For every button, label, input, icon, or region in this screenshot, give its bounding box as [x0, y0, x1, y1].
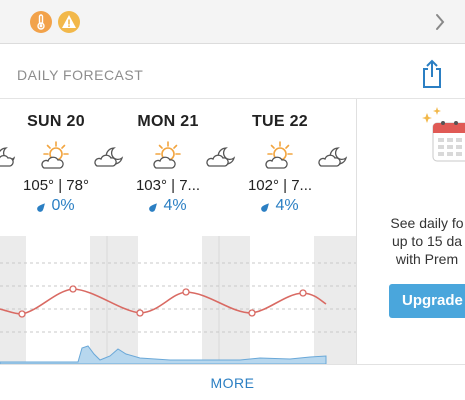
precip-area: [0, 345, 327, 364]
night-shade: [202, 236, 250, 364]
night-cloud-icon: [0, 147, 16, 167]
mostly-sunny-icon: [152, 141, 184, 176]
calendar-icon: [422, 107, 465, 162]
warning-icon[interactable]: [58, 11, 80, 33]
night-cloud-icon: [318, 147, 348, 167]
low-point: [248, 309, 256, 317]
low-point: [18, 310, 26, 318]
precip-value: 0%: [51, 197, 75, 214]
alerts-bar[interactable]: [0, 0, 465, 44]
forecast-area[interactable]: SUN 20 105° | 78° 0%: [0, 99, 356, 364]
column-divider: [356, 99, 357, 364]
upgrade-button[interactable]: Upgrade: [389, 284, 465, 318]
raindrop-icon: [261, 203, 270, 212]
mostly-sunny-icon: [40, 141, 72, 176]
high-point: [299, 289, 307, 297]
night-shade: [90, 236, 138, 364]
day-label: TUE 22: [251, 113, 309, 130]
more-bar[interactable]: MORE: [0, 364, 465, 400]
day-precip: 0%: [0, 197, 112, 215]
day-precip: 4%: [112, 197, 224, 215]
chevron-right-icon[interactable]: [435, 13, 445, 31]
mostly-sunny-icon: [264, 141, 296, 176]
day-precip: 4%: [224, 197, 336, 215]
night-cloud-icon: [206, 147, 236, 167]
precip-value: 4%: [275, 197, 299, 214]
thermometer-icon[interactable]: [30, 11, 52, 33]
card-header: DAILY FORECAST: [0, 44, 465, 99]
day-label: SUN 20: [27, 113, 85, 130]
gridlines: [0, 262, 356, 333]
high-point: [69, 285, 77, 293]
night-cloud-icon: [94, 147, 124, 167]
temperature-line: [0, 288, 327, 315]
more-link[interactable]: MORE: [210, 375, 255, 391]
raindrop-icon: [149, 203, 158, 212]
night-shade: [0, 236, 26, 364]
raindrop-icon: [37, 203, 46, 212]
card-title: DAILY FORECAST: [17, 67, 144, 83]
day-label: MON 21: [137, 113, 199, 130]
temperature-precip-graph[interactable]: [0, 236, 356, 364]
share-icon[interactable]: [421, 59, 443, 89]
day-temps: 103° | 7...: [135, 177, 201, 194]
low-point: [136, 309, 144, 317]
premium-promo: See daily fo up to 15 da with Prem Upgra…: [357, 99, 465, 364]
high-point: [182, 288, 190, 296]
day-temps: 105° | 78°: [23, 177, 89, 194]
day-temps: 102° | 7...: [247, 177, 313, 194]
precip-value: 4%: [163, 197, 187, 214]
promo-text: See daily fo up to 15 da with Prem: [390, 215, 464, 267]
daily-forecast-card: DAILY FORECAST SUN 20: [0, 44, 465, 400]
